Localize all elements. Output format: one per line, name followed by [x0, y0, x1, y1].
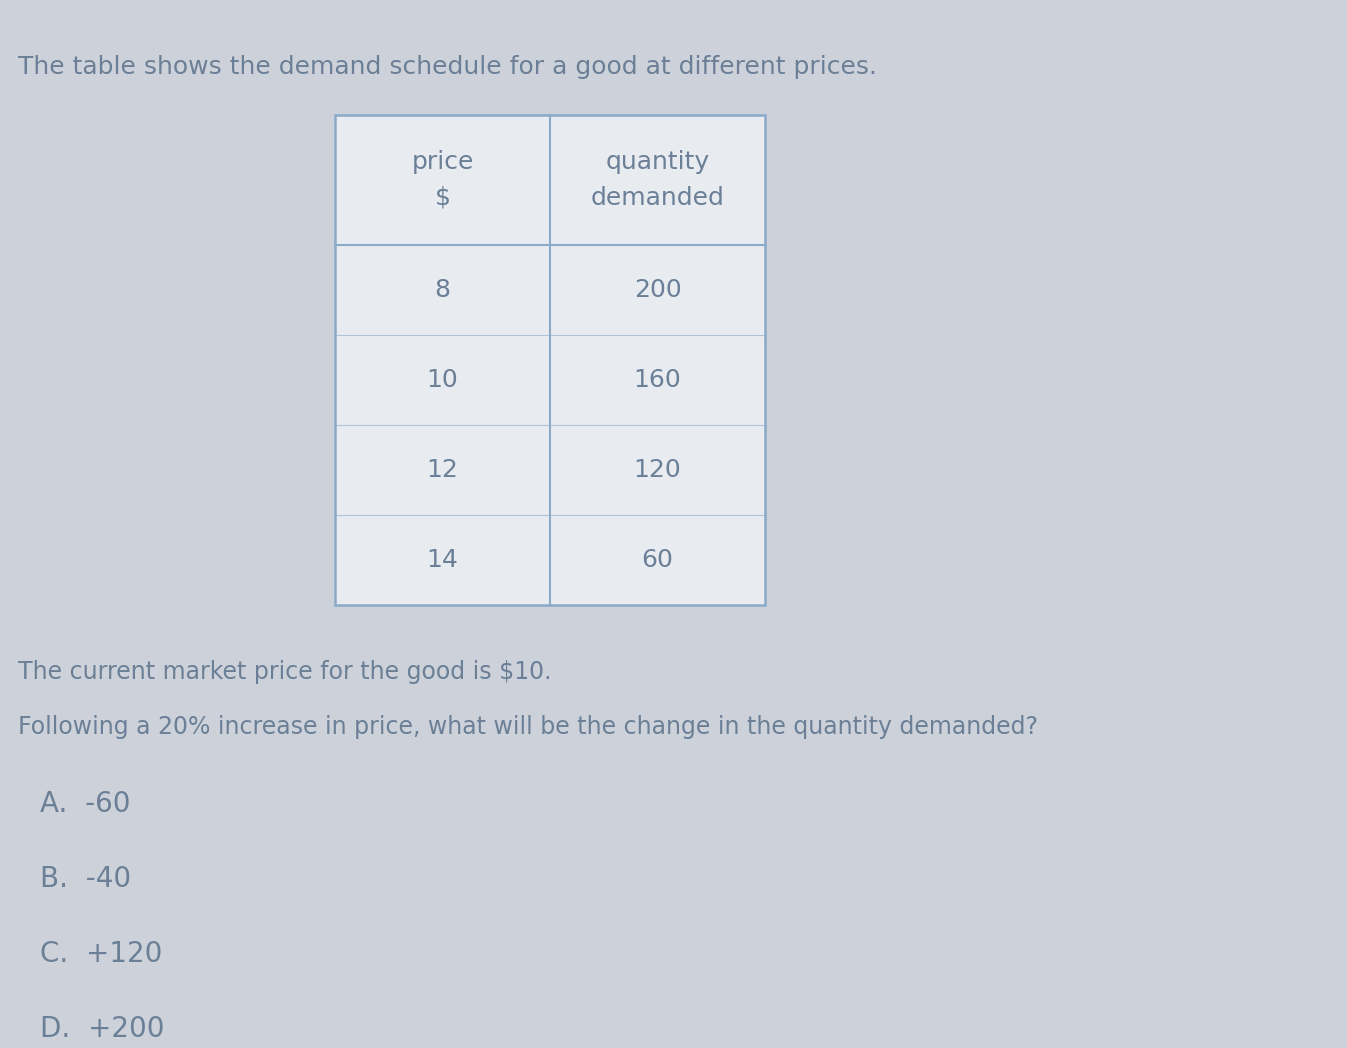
Text: 160: 160 — [633, 368, 682, 392]
Text: quantity: quantity — [605, 150, 710, 174]
Text: 14: 14 — [427, 548, 458, 572]
Text: D.  +200: D. +200 — [40, 1016, 164, 1043]
Text: price: price — [411, 150, 474, 174]
Text: demanded: demanded — [590, 185, 725, 210]
Text: The table shows the demand schedule for a good at different prices.: The table shows the demand schedule for … — [18, 54, 877, 79]
Text: 200: 200 — [633, 278, 682, 302]
Text: $: $ — [435, 185, 450, 210]
Bar — [335, 115, 765, 605]
Text: 120: 120 — [633, 458, 682, 482]
Text: 12: 12 — [427, 458, 458, 482]
Text: Following a 20% increase in price, what will be the change in the quantity deman: Following a 20% increase in price, what … — [18, 715, 1039, 739]
Text: C.  +120: C. +120 — [40, 940, 163, 968]
Text: The current market price for the good is $10.: The current market price for the good is… — [18, 660, 551, 684]
Text: A.  -60: A. -60 — [40, 790, 131, 818]
Text: 10: 10 — [427, 368, 458, 392]
Text: B.  -40: B. -40 — [40, 865, 131, 893]
Text: 8: 8 — [435, 278, 450, 302]
Text: 60: 60 — [641, 548, 674, 572]
